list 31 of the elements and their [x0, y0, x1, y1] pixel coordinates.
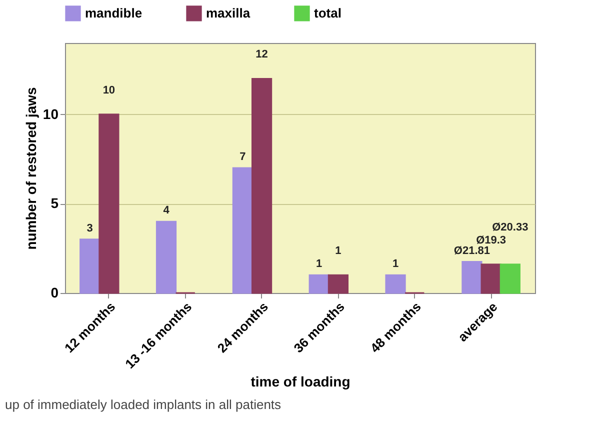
- data-label: Ø19.3: [476, 234, 506, 246]
- data-label: 1: [335, 245, 342, 258]
- data-label: Ø21.81: [454, 244, 490, 257]
- data-label: 10: [102, 84, 116, 96]
- bar: [500, 264, 520, 294]
- text: up of immediately loaded implants in all patients: [5, 397, 282, 412]
- bar: [156, 220, 177, 294]
- bar: [98, 114, 120, 294]
- data-label: 4: [163, 204, 170, 217]
- bar: [328, 274, 349, 294]
- y-tick-label: 0: [50, 284, 59, 300]
- data-label: 12: [256, 48, 268, 61]
- bar: [251, 78, 272, 294]
- bar: [480, 264, 502, 294]
- legend-label: total: [314, 5, 342, 20]
- bar: [232, 167, 253, 294]
- data-label: 7: [240, 151, 246, 163]
- bar: [462, 261, 482, 294]
- data-label: 1: [392, 258, 399, 270]
- x-axis-title: time of loading: [250, 374, 350, 390]
- y-axis-title: number of restored jaws: [22, 86, 39, 250]
- data-label: Ø20.33: [492, 221, 528, 234]
- data-label: 1: [316, 258, 322, 270]
- bar: [308, 274, 330, 294]
- bar: [80, 238, 100, 294]
- bar: [385, 274, 406, 294]
- legend-label: mandible: [85, 5, 142, 20]
- y-tick-label: 10: [42, 106, 59, 122]
- legend-label: maxilla: [206, 5, 251, 20]
- data-label: 3: [86, 222, 93, 234]
- y-tick-label: 5: [50, 195, 59, 212]
